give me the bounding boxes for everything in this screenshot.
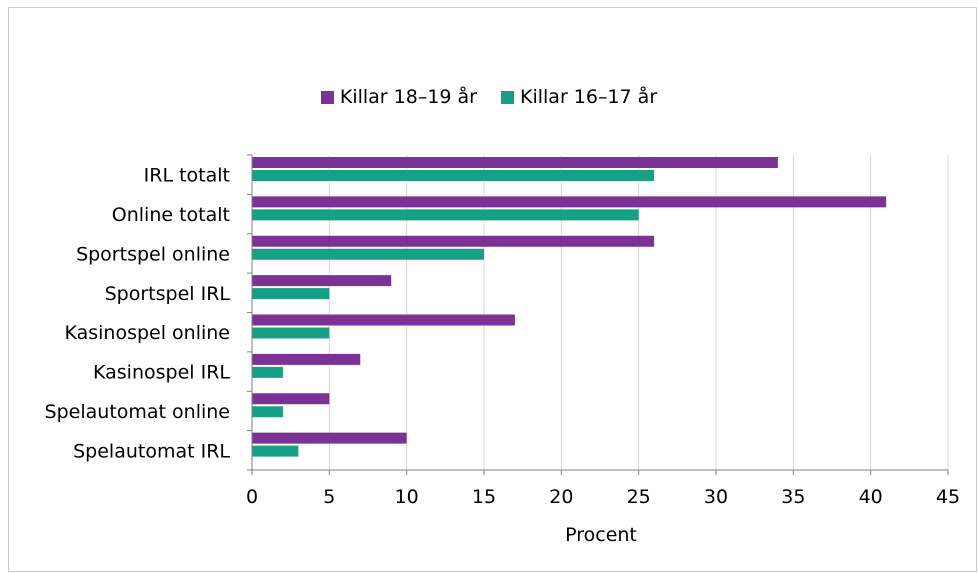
gridlines [328,155,949,470]
legend-item-series-1: Killar 18–19 år [320,86,477,108]
bars [252,157,887,457]
labels: IRL totalt Online totalt Sportspel online S… [45,165,961,546]
legend-label-series-2: Killar 16–17 år [520,86,658,108]
x-tick-label-4: 20 [549,486,573,508]
x-axis-title: Procent [565,524,637,546]
x-tick-label-0: 0 [246,486,258,508]
bar-1-0 [252,157,778,168]
category-label-1: Online totalt [112,204,230,226]
x-tick-label-6: 30 [704,486,728,508]
bar-2-7 [252,445,299,457]
x-tick-label-3: 15 [472,486,496,508]
bar-2-0 [252,170,655,181]
category-label-7: Spelautomat IRL [73,440,230,462]
legend-item-series-2: Killar 16–17 år [501,86,657,108]
category-label-4: Kasinospel online [64,322,230,344]
bar-2-4 [252,327,330,339]
x-tick-label-7: 35 [781,486,805,508]
bar-1-5 [252,353,361,365]
category-label-0: IRL totalt [144,165,230,187]
bar-2-2 [252,248,484,260]
x-tick-label-8: 40 [859,486,883,508]
x-tick-label-2: 10 [395,486,419,508]
bar-1-1 [252,196,887,208]
legend-swatch-series-1 [320,90,334,104]
chart-frame [8,7,977,572]
x-tick-label-5: 25 [627,486,651,508]
axes [247,154,949,475]
bar-2-6 [252,406,283,418]
category-label-2: Sportspel online [76,243,230,265]
bar-1-2 [252,235,655,247]
bar-1-3 [252,275,392,287]
category-label-3: Sportspel IRL [105,283,231,305]
category-label-5: Kasinospel IRL [93,362,230,384]
legend-swatch-series-2 [501,90,514,104]
bar-1-6 [252,393,330,405]
x-tick-label-1: 5 [323,486,335,508]
bar-2-1 [252,209,639,221]
legend-label-series-1: Killar 18–19 år [339,86,477,108]
bar-2-3 [252,288,330,300]
x-tick-label-9: 45 [936,486,960,508]
bar-1-7 [252,432,407,444]
bar-2-5 [252,366,283,378]
chart-legend: Killar 18–19 år Killar 16–17 år [0,86,978,108]
bar-1-4 [252,314,515,326]
category-label-6: Spelautomat online [45,401,230,423]
